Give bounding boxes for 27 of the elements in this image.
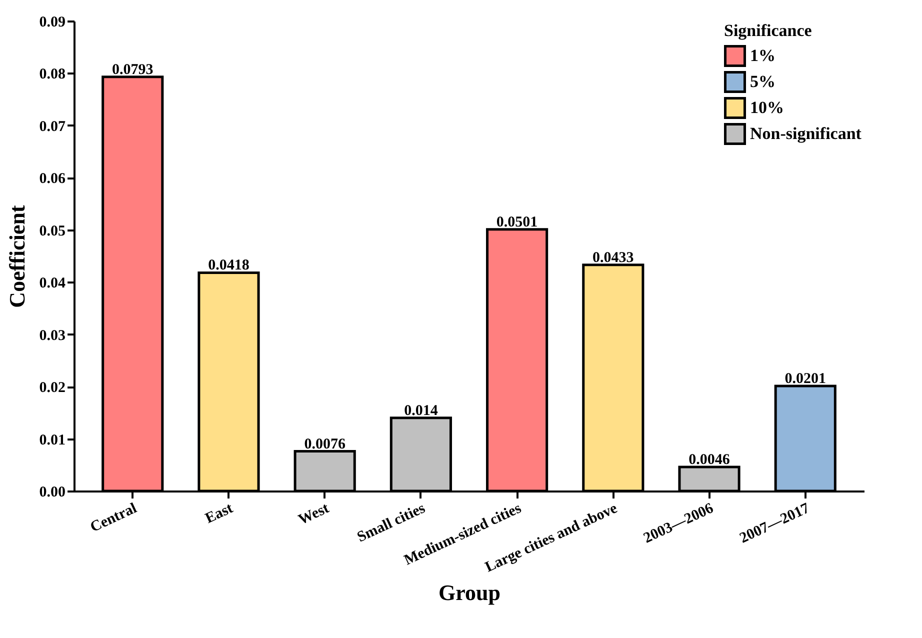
x-axis-title: Group: [438, 580, 500, 605]
y-tick-label: 0.00: [39, 484, 66, 500]
y-tick-label: 0.01: [39, 432, 66, 448]
y-axis-title: Coefficient: [4, 204, 30, 308]
x-tick-label: West: [296, 500, 332, 528]
y-tick-label: 0.06: [39, 171, 66, 188]
y-tick-label: 0.07: [39, 118, 66, 135]
x-tick-label: East: [203, 500, 236, 527]
legend-label: Non-significant: [750, 124, 862, 143]
y-tick-label: 0.04: [39, 276, 66, 292]
y-tick-label: 0.05: [39, 223, 66, 240]
legend-label: 1%: [750, 46, 776, 65]
data-label: 0.0793: [112, 62, 154, 78]
y-tick-label: 0.02: [39, 380, 66, 396]
y-tick-label: 0.08: [39, 66, 66, 83]
y-tick-label: 0.09: [39, 14, 66, 30]
data-label: 0.0501: [496, 214, 538, 230]
data-label: 0.0076: [304, 436, 346, 452]
data-label: 0.0046: [688, 452, 730, 468]
y-tick-label: 0.03: [39, 328, 66, 344]
data-label: 0.0433: [592, 250, 634, 266]
legend-label: 5%: [750, 72, 776, 91]
data-label: 0.0201: [784, 371, 826, 388]
legend-label: 10%: [750, 98, 784, 117]
data-label: 0.014: [404, 402, 438, 419]
data-label: 0.0418: [208, 258, 250, 274]
legend-title: Significance: [724, 21, 812, 40]
